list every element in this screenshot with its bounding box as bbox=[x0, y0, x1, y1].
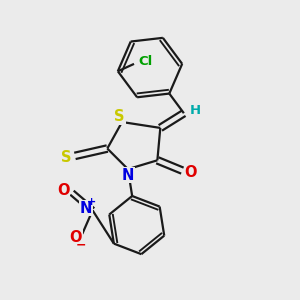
Text: S: S bbox=[114, 109, 125, 124]
Text: O: O bbox=[70, 230, 82, 245]
Text: S: S bbox=[61, 150, 71, 165]
Text: Cl: Cl bbox=[138, 55, 152, 68]
Text: N: N bbox=[80, 200, 92, 215]
Text: O: O bbox=[57, 183, 69, 198]
Text: −: − bbox=[76, 238, 86, 252]
Text: +: + bbox=[86, 196, 96, 206]
Text: N: N bbox=[122, 167, 134, 182]
Text: O: O bbox=[184, 165, 197, 180]
Text: H: H bbox=[190, 104, 201, 117]
